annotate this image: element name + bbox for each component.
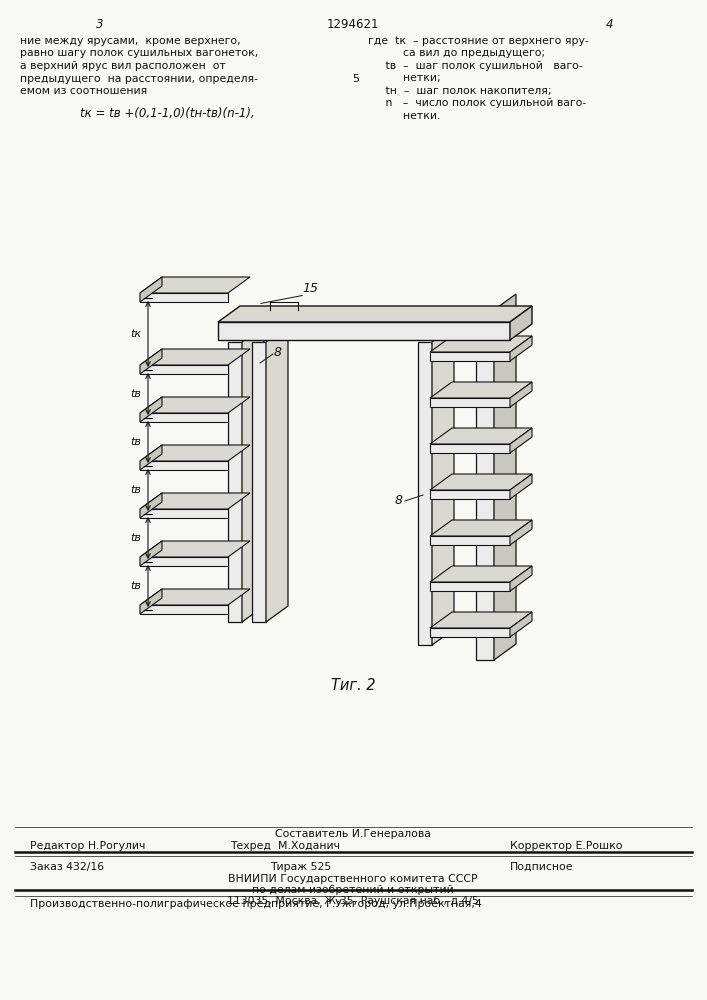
Polygon shape	[140, 445, 250, 461]
Bar	[140, 605, 228, 614]
Text: Производственно-полиграфическое предприятие, г.Ужгород, ул.Проектная,4: Производственно-полиграфическое предприя…	[30, 899, 481, 909]
Text: 5: 5	[353, 74, 359, 84]
Text: ВНИИПИ Государственного комитета СССР: ВНИИПИ Государственного комитета СССР	[228, 874, 478, 884]
Bar	[140, 365, 228, 374]
Polygon shape	[140, 349, 162, 374]
Bar	[430, 628, 510, 637]
Text: а верхний ярус вил расположен  от: а верхний ярус вил расположен от	[20, 61, 226, 71]
Polygon shape	[430, 566, 532, 582]
Polygon shape	[510, 382, 532, 407]
Polygon shape	[140, 541, 162, 566]
Text: Подписное: Подписное	[510, 862, 573, 872]
Polygon shape	[140, 589, 250, 605]
Text: са вил до предыдущего;: са вил до предыдущего;	[368, 48, 545, 58]
Text: нетки;: нетки;	[368, 74, 440, 84]
Text: 3: 3	[96, 18, 104, 31]
Polygon shape	[140, 397, 250, 413]
Text: равно шагу полок сушильных вагонеток,: равно шагу полок сушильных вагонеток,	[20, 48, 258, 58]
Bar	[476, 310, 494, 660]
Text: tв  –  шаг полок сушильной   ваго-: tв – шаг полок сушильной ваго-	[368, 61, 583, 71]
Bar	[430, 536, 510, 545]
Bar	[430, 352, 510, 361]
Text: Заказ 432/16: Заказ 432/16	[30, 862, 104, 872]
Polygon shape	[510, 474, 532, 499]
Bar	[218, 322, 510, 340]
Polygon shape	[266, 326, 288, 622]
Text: емом из соотношения: емом из соотношения	[20, 86, 147, 96]
Text: tк = tв +(0,1-1,0)(tн-tв)(n-1),: tк = tв +(0,1-1,0)(tн-tв)(n-1),	[80, 106, 255, 119]
Text: tв: tв	[130, 533, 141, 543]
Text: 15: 15	[302, 282, 318, 295]
Text: предыдущего  на расстоянии, определя-: предыдущего на расстоянии, определя-	[20, 74, 258, 84]
Text: Τиг. 2: Τиг. 2	[331, 678, 375, 693]
Polygon shape	[510, 336, 532, 361]
Polygon shape	[140, 493, 162, 518]
Polygon shape	[140, 493, 250, 509]
Text: 8: 8	[274, 346, 282, 359]
Polygon shape	[140, 397, 162, 422]
Polygon shape	[140, 277, 162, 302]
Text: Корректор Е.Рошко: Корректор Е.Рошко	[510, 841, 622, 851]
Bar	[430, 582, 510, 591]
Polygon shape	[140, 589, 162, 614]
Polygon shape	[494, 294, 516, 660]
Polygon shape	[430, 336, 532, 352]
Bar	[430, 398, 510, 407]
Polygon shape	[140, 277, 250, 293]
Bar	[430, 444, 510, 453]
Text: tв: tв	[130, 389, 141, 399]
Text: где  tк  – расстояние от верхнего яру-: где tк – расстояние от верхнего яру-	[368, 36, 589, 46]
Text: Составитель И.Генералова: Составитель И.Генералова	[275, 829, 431, 839]
Polygon shape	[430, 520, 532, 536]
Bar	[140, 413, 228, 422]
Polygon shape	[140, 541, 250, 557]
Polygon shape	[430, 428, 532, 444]
Text: ние между ярусами,  кроме верхнего,: ние между ярусами, кроме верхнего,	[20, 36, 240, 46]
Bar	[140, 293, 228, 302]
Polygon shape	[430, 612, 532, 628]
Bar	[140, 557, 228, 566]
Text: Редактор Н.Рогулич: Редактор Н.Рогулич	[30, 841, 146, 851]
Text: по делам изобретений и открытий: по делам изобретений и открытий	[252, 885, 454, 895]
Polygon shape	[432, 326, 454, 645]
Text: 4: 4	[606, 18, 614, 31]
Bar	[140, 461, 228, 470]
Polygon shape	[430, 382, 532, 398]
Polygon shape	[510, 306, 532, 340]
Bar	[430, 490, 510, 499]
Text: tн  –  шаг полок накопителя;: tн – шаг полок накопителя;	[368, 86, 551, 96]
Bar	[228, 342, 242, 622]
Text: tв: tв	[130, 437, 141, 447]
Polygon shape	[140, 445, 162, 470]
Text: tк: tк	[130, 329, 141, 339]
Text: 113035, Москва, Ж-35, Раушская наб., д.4/5: 113035, Москва, Ж-35, Раушская наб., д.4…	[227, 896, 479, 906]
Polygon shape	[510, 520, 532, 545]
Text: tв: tв	[130, 485, 141, 495]
Text: n   –  число полок сушильной ваго-: n – число полок сушильной ваго-	[368, 99, 586, 108]
Polygon shape	[242, 326, 264, 622]
Bar	[252, 342, 266, 622]
Polygon shape	[430, 474, 532, 490]
Text: Тираж 525: Тираж 525	[270, 862, 332, 872]
Polygon shape	[218, 306, 532, 322]
Text: 8: 8	[395, 494, 403, 507]
Polygon shape	[510, 566, 532, 591]
Polygon shape	[510, 428, 532, 453]
Polygon shape	[140, 349, 250, 365]
Text: нетки.: нетки.	[368, 111, 440, 121]
Polygon shape	[510, 612, 532, 637]
Bar	[140, 509, 228, 518]
Text: Техред  М.Ходанич: Техред М.Ходанич	[230, 841, 340, 851]
Text: 1294621: 1294621	[327, 18, 379, 31]
Bar	[418, 342, 432, 645]
Text: tв: tв	[130, 581, 141, 591]
